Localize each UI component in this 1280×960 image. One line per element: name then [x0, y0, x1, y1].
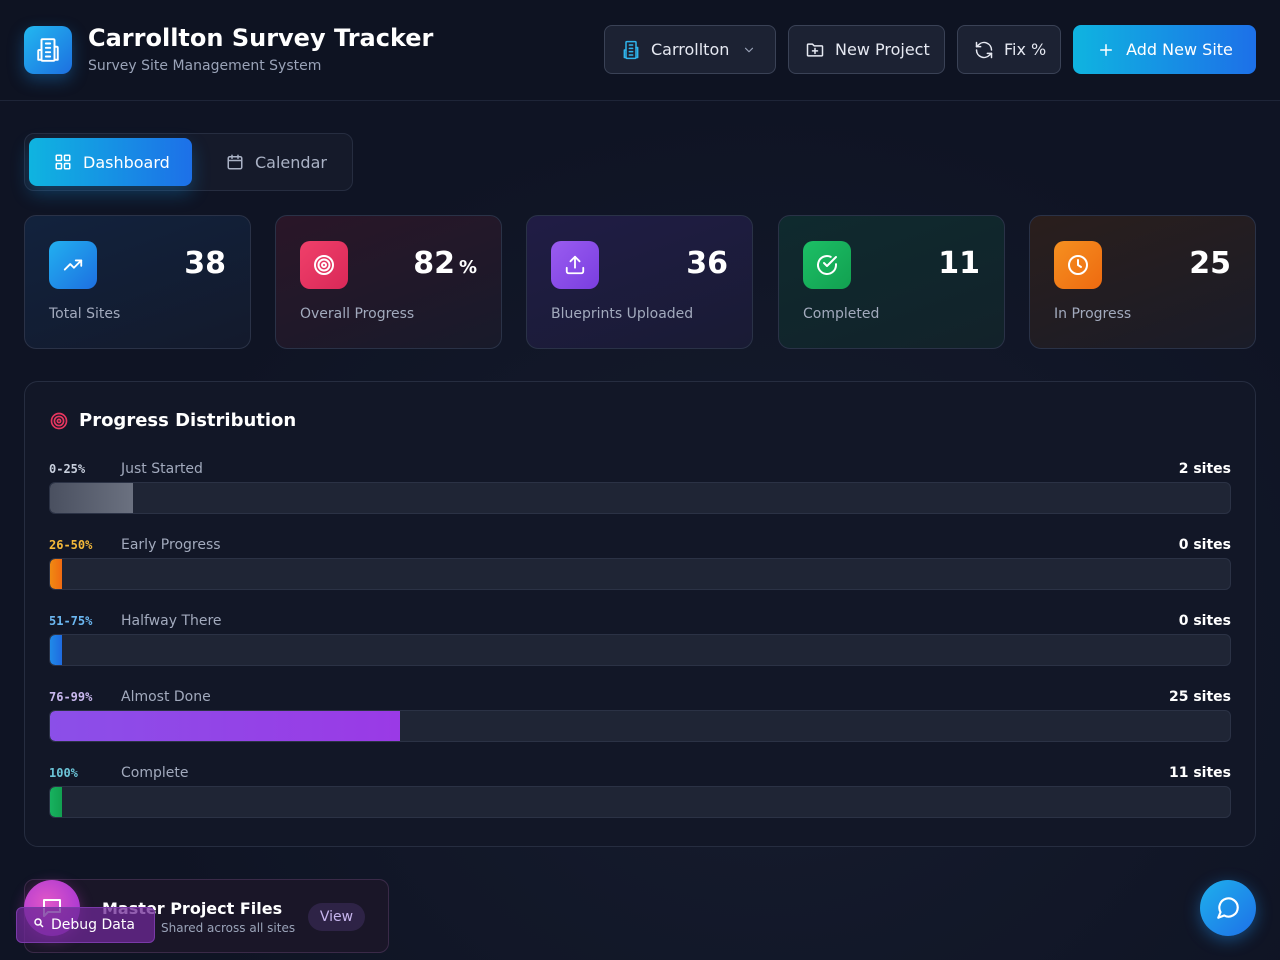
stat-card-blueprints: 36 Blueprints Uploaded: [526, 215, 753, 349]
fix-percent-label: Fix %: [1004, 40, 1047, 59]
row-label: Just Started: [121, 461, 203, 477]
row-label: Complete: [121, 765, 189, 781]
distribution-row: 100% Complete 11 sites: [49, 765, 1231, 836]
add-new-site-button[interactable]: Add New Site: [1073, 25, 1256, 74]
files-subtitle: Shared across all sites: [161, 921, 296, 935]
target-icon: [49, 411, 69, 431]
city-select[interactable]: Carrollton: [604, 25, 776, 74]
progress-track: [49, 634, 1231, 666]
check-circle-icon: [803, 241, 851, 289]
stat-card-overall-progress: 82% Overall Progress: [275, 215, 502, 349]
stat-card-completed: 11 Completed: [778, 215, 1005, 349]
search-icon: [33, 917, 45, 933]
fix-percent-button[interactable]: Fix %: [957, 25, 1061, 74]
progress-track: [49, 558, 1231, 590]
progress-fill: [50, 787, 62, 817]
progress-track: [49, 710, 1231, 742]
distribution-row: 51-75% Halfway There 0 sites: [49, 613, 1231, 684]
calendar-icon: [225, 152, 245, 172]
distribution-row: 0-25% Just Started 2 sites: [49, 461, 1231, 532]
row-range: 100%: [49, 766, 78, 780]
progress-track: [49, 482, 1231, 514]
building-logo-icon: [24, 26, 72, 74]
debug-data-label: Debug Data: [51, 917, 135, 933]
app-subtitle: Survey Site Management System: [88, 58, 322, 74]
stat-value: 38: [184, 246, 226, 281]
stat-label: Total Sites: [49, 306, 121, 322]
row-count: 25 sites: [1168, 689, 1231, 705]
row-range: 51-75%: [49, 614, 93, 628]
row-label: Early Progress: [121, 537, 221, 553]
stat-card-total-sites: 38 Total Sites: [24, 215, 251, 349]
panel-title-text: Progress Distribution: [79, 410, 297, 431]
files-view-button[interactable]: View: [308, 903, 365, 931]
building-icon: [621, 40, 641, 60]
stat-unit: %: [458, 257, 477, 278]
row-count: 0 sites: [1178, 537, 1231, 553]
row-count: 11 sites: [1168, 765, 1231, 781]
city-select-value: Carrollton: [651, 40, 730, 59]
stat-value: 82%: [413, 246, 477, 281]
chat-button[interactable]: [1200, 880, 1256, 936]
row-range: 26-50%: [49, 538, 93, 552]
progress-fill: [50, 711, 400, 741]
stat-value: 11: [938, 246, 980, 281]
row-label: Almost Done: [121, 689, 211, 705]
add-new-site-label: Add New Site: [1126, 40, 1233, 59]
chevron-down-icon: [739, 40, 759, 60]
panel-title: Progress Distribution: [49, 410, 296, 431]
new-project-label: New Project: [835, 40, 930, 59]
tab-dashboard[interactable]: Dashboard: [29, 138, 192, 186]
stat-label: Completed: [803, 306, 880, 322]
distribution-row: 26-50% Early Progress 0 sites: [49, 537, 1231, 608]
app-header: Carrollton Survey Tracker Survey Site Ma…: [0, 0, 1280, 101]
tab-dashboard-label: Dashboard: [83, 152, 170, 172]
row-count: 0 sites: [1178, 613, 1231, 629]
chat-bubble-icon: [1217, 897, 1239, 919]
row-count: 2 sites: [1178, 461, 1231, 477]
app-title: Carrollton Survey Tracker: [88, 24, 434, 52]
progress-fill: [50, 483, 133, 513]
clock-icon: [1054, 241, 1102, 289]
progress-fill: [50, 635, 62, 665]
folder-plus-icon: [805, 40, 825, 60]
upload-icon: [551, 241, 599, 289]
tab-calendar[interactable]: Calendar: [221, 138, 351, 186]
stat-card-in-progress: 25 In Progress: [1029, 215, 1256, 349]
stat-label: Blueprints Uploaded: [551, 306, 694, 322]
stat-label: In Progress: [1054, 306, 1132, 322]
plus-icon: [1096, 40, 1116, 60]
stat-label: Overall Progress: [300, 306, 415, 322]
view-tabs: Dashboard Calendar: [24, 133, 353, 191]
tab-calendar-label: Calendar: [255, 152, 327, 172]
progress-track: [49, 786, 1231, 818]
grid-icon: [53, 152, 73, 172]
row-range: 76-99%: [49, 690, 93, 704]
progress-distribution-panel: Progress Distribution 0-25% Just Started…: [24, 381, 1256, 847]
row-label: Halfway There: [121, 613, 222, 629]
progress-fill: [50, 559, 62, 589]
new-project-button[interactable]: New Project: [788, 25, 945, 74]
target-icon: [300, 241, 348, 289]
stat-value: 25: [1189, 246, 1231, 281]
row-range: 0-25%: [49, 462, 86, 476]
debug-data-button[interactable]: Debug Data: [16, 907, 155, 943]
trend-up-icon: [49, 241, 97, 289]
stat-value: 36: [686, 246, 728, 281]
refresh-icon: [974, 40, 994, 60]
distribution-row: 76-99% Almost Done 25 sites: [49, 689, 1231, 760]
